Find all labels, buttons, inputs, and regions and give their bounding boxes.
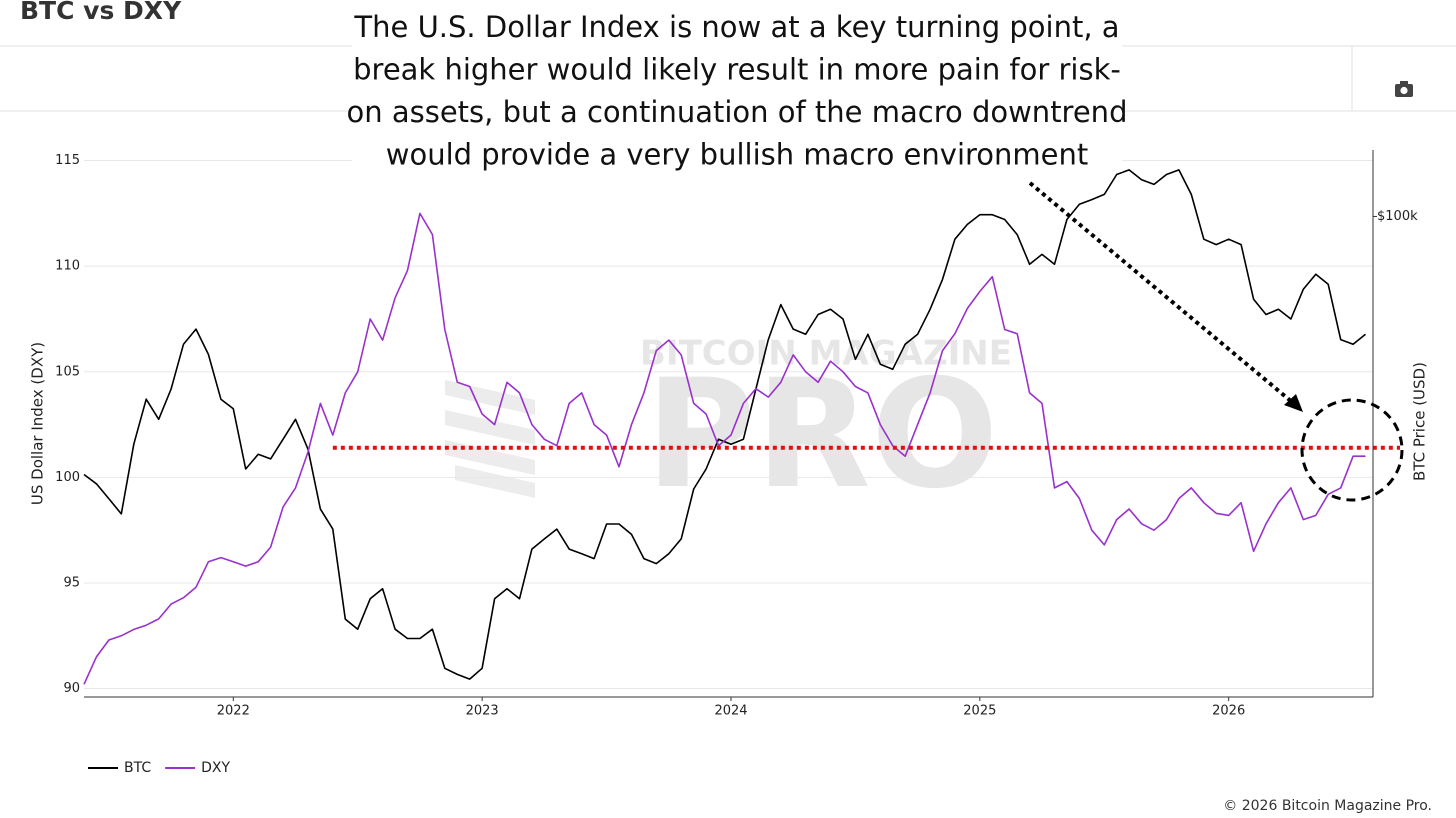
annotation-line: break higher would likely result in more…	[353, 53, 1121, 87]
axes: 90 95 100 105 110 115 $100k 2022 2023 2024 2025 202…	[29, 150, 1429, 719]
x-tick-label: 2026	[1212, 704, 1245, 719]
camera-button[interactable]	[1395, 81, 1413, 97]
y-tick-label: 115	[55, 153, 80, 168]
x-tick-label: 2022	[217, 704, 250, 719]
y-tick-label: 90	[63, 681, 80, 696]
annotation-arrowhead	[1284, 394, 1303, 412]
camera-lens	[1400, 86, 1408, 95]
y-tick-label: 100	[55, 470, 80, 485]
watermark-logo	[445, 380, 535, 498]
chart-title: BTC vs DXY	[20, 0, 182, 25]
y-tick-label: 110	[55, 259, 80, 274]
series-lines	[83, 169, 1400, 685]
series-line	[83, 212, 1366, 685]
legend: BTC DXY	[88, 760, 230, 776]
y-tick-label: 105	[55, 364, 80, 379]
annotation-box	[352, 8, 1122, 172]
x-tick-label: 2024	[714, 704, 747, 719]
annotation-line: on assets, but a continuation of the mac…	[347, 95, 1128, 129]
y2-axis-title: BTC Price (USD)	[1411, 362, 1429, 481]
legend-label: BTC	[124, 760, 151, 776]
watermark: BITCOIN MAGAZINE PRO	[445, 334, 1012, 522]
annotation: The U.S. Dollar Index is now at a key tu…	[347, 8, 1128, 172]
y-axis-title: US Dollar Index (DXY)	[29, 342, 47, 505]
series-line	[83, 169, 1366, 680]
annotation-arrow	[1028, 181, 1294, 404]
camera-top	[1400, 81, 1408, 85]
x-tick-label: 2025	[963, 704, 996, 719]
annotation-line: The U.S. Dollar Index is now at a key tu…	[353, 10, 1119, 44]
highlight-circle	[1300, 398, 1404, 502]
y2-tick-label: $100k	[1377, 209, 1418, 224]
annotation-line: would provide a very bullish macro envir…	[386, 138, 1089, 172]
legend-label: DXY	[201, 760, 230, 776]
x-tick-label: 2023	[466, 704, 499, 719]
y-tick-label: 95	[63, 575, 80, 590]
copyright: © 2026 Bitcoin Magazine Pro.	[1223, 798, 1432, 814]
